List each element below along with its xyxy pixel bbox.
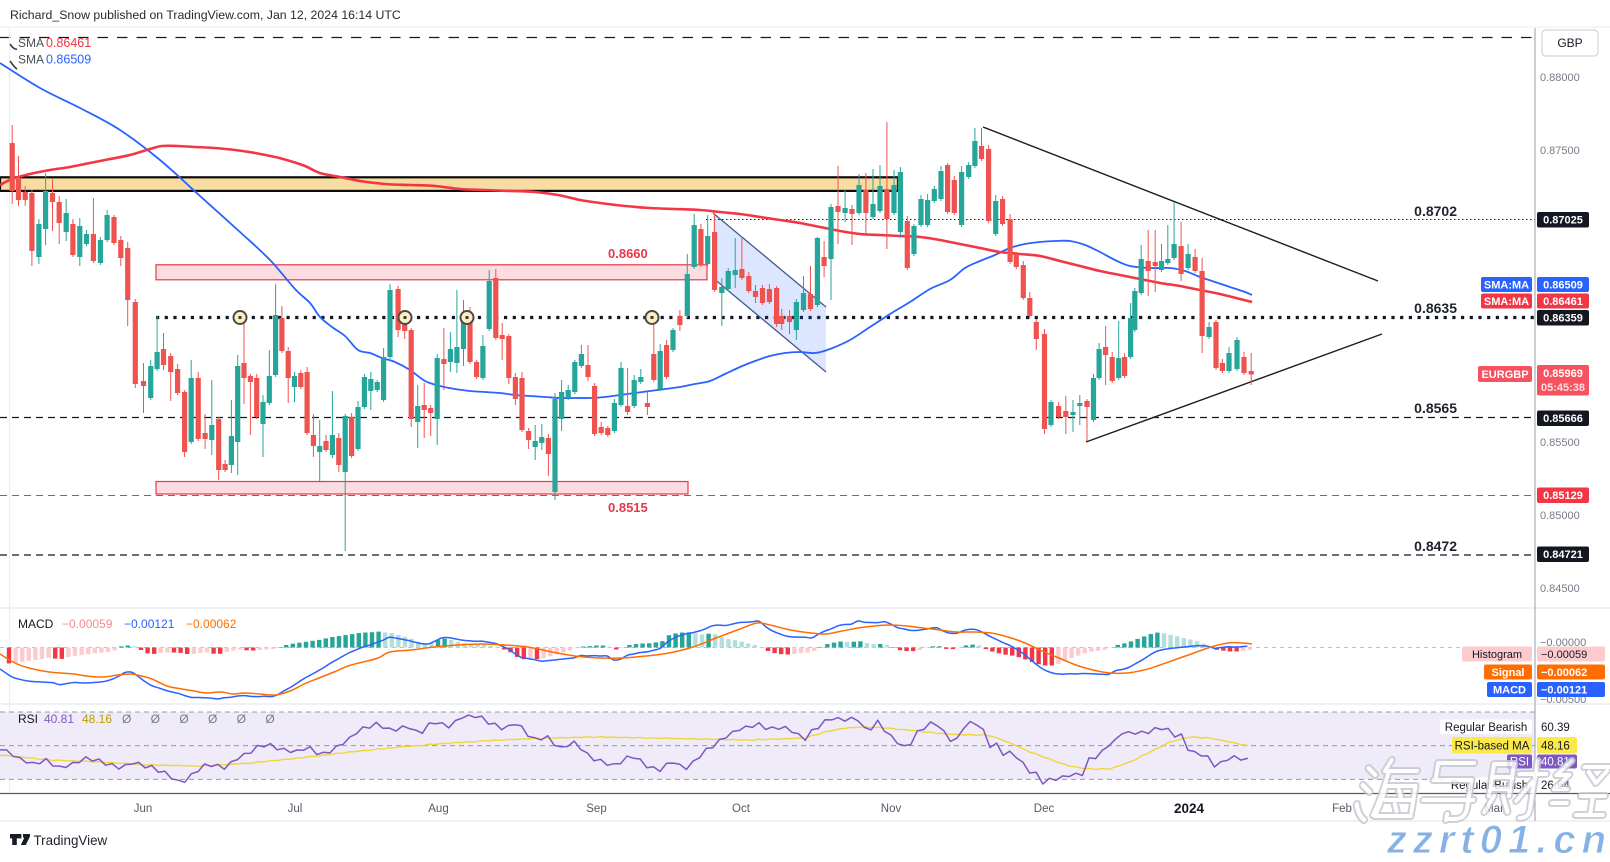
svg-text:Feb: Feb	[1332, 803, 1352, 815]
svg-text:SMA:MA: SMA:MA	[1484, 296, 1529, 308]
svg-text:TradingView: TradingView	[34, 833, 108, 848]
svg-text:0.87025: 0.87025	[1543, 215, 1583, 227]
svg-text:RSI-based MA: RSI-based MA	[1455, 740, 1530, 752]
svg-text:0.8565: 0.8565	[1414, 400, 1457, 416]
svg-text:zzrt01.cn: zzrt01.cn	[1386, 818, 1610, 857]
svg-text:GBP: GBP	[1557, 36, 1582, 50]
svg-text:0.86509: 0.86509	[1543, 279, 1583, 291]
svg-text:0.85500: 0.85500	[1540, 437, 1580, 449]
svg-text:Signal: Signal	[1491, 667, 1524, 679]
svg-text:0.86461: 0.86461	[46, 36, 91, 50]
svg-text:60.39: 60.39	[1541, 722, 1570, 734]
svg-text:Oct: Oct	[732, 803, 751, 815]
svg-text:0.86461: 0.86461	[1543, 296, 1583, 308]
svg-text:05:45:38: 05:45:38	[1541, 382, 1585, 394]
svg-text:Jul: Jul	[288, 803, 303, 815]
svg-text:−0.00059: −0.00059	[1541, 649, 1587, 661]
svg-text:Nov: Nov	[881, 803, 902, 815]
svg-text:0.85000: 0.85000	[1540, 510, 1580, 522]
svg-text:48.16: 48.16	[1541, 740, 1570, 752]
svg-text:0.86359: 0.86359	[1543, 313, 1583, 325]
svg-text:−0.00121: −0.00121	[1541, 684, 1587, 696]
svg-text:0.86509: 0.86509	[46, 53, 91, 67]
svg-text:Ø Ø Ø Ø Ø Ø: Ø Ø Ø Ø Ø Ø	[122, 712, 283, 726]
svg-text:0.84500: 0.84500	[1540, 583, 1580, 595]
svg-text:0.8660: 0.8660	[608, 246, 648, 261]
svg-text:0.8702: 0.8702	[1414, 203, 1457, 219]
svg-text:SMA: SMA	[18, 53, 44, 67]
svg-text:MACD: MACD	[1493, 684, 1526, 696]
svg-text:Aug: Aug	[428, 803, 448, 815]
svg-text:−0.00059: −0.00059	[62, 617, 113, 631]
svg-text:Dec: Dec	[1034, 803, 1055, 815]
svg-text:SMA:MA: SMA:MA	[1484, 279, 1529, 291]
svg-text:0.8472: 0.8472	[1414, 538, 1457, 554]
svg-text:0.88000: 0.88000	[1540, 72, 1580, 84]
svg-text:Richard_Snow published on Trad: Richard_Snow published on TradingView.co…	[10, 8, 401, 22]
svg-text:SMA: SMA	[18, 36, 44, 50]
svg-text:48.16: 48.16	[82, 712, 112, 726]
svg-text:40.81: 40.81	[44, 712, 74, 726]
svg-text:RSI: RSI	[18, 712, 38, 726]
svg-text:Sep: Sep	[586, 803, 606, 815]
svg-text:0.87500: 0.87500	[1540, 145, 1580, 157]
svg-text:−0.00062: −0.00062	[1541, 667, 1587, 679]
svg-text:0.84721: 0.84721	[1543, 549, 1583, 561]
svg-text:0.8635: 0.8635	[1414, 300, 1457, 316]
svg-text:Regular Bearish: Regular Bearish	[1445, 722, 1527, 734]
svg-text:−0.00062: −0.00062	[186, 617, 237, 631]
svg-text:2024: 2024	[1174, 801, 1205, 816]
svg-text:Histogram: Histogram	[1472, 649, 1522, 661]
svg-text:EURGBP: EURGBP	[1481, 369, 1528, 381]
svg-text:0.8515: 0.8515	[608, 500, 648, 515]
svg-text:0.85666: 0.85666	[1543, 413, 1583, 425]
svg-text:Jun: Jun	[134, 803, 153, 815]
svg-text:0.85129: 0.85129	[1543, 490, 1583, 502]
svg-text:−0.00121: −0.00121	[124, 617, 175, 631]
svg-text:MACD: MACD	[18, 617, 54, 631]
svg-text:0.85969: 0.85969	[1543, 368, 1583, 380]
